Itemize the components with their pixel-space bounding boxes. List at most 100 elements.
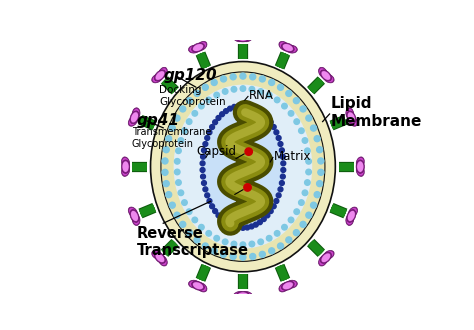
- Circle shape: [203, 187, 208, 192]
- Text: Reverse
Transcriptase: Reverse Transcriptase: [137, 226, 249, 258]
- Circle shape: [202, 243, 208, 249]
- Circle shape: [293, 98, 300, 104]
- Ellipse shape: [161, 72, 325, 261]
- Ellipse shape: [237, 35, 248, 41]
- Circle shape: [186, 209, 192, 215]
- Ellipse shape: [279, 283, 289, 292]
- Circle shape: [219, 112, 225, 116]
- Circle shape: [210, 204, 215, 209]
- Circle shape: [192, 111, 198, 116]
- Ellipse shape: [325, 75, 333, 82]
- Circle shape: [310, 125, 317, 131]
- Circle shape: [176, 180, 181, 185]
- Ellipse shape: [282, 43, 294, 52]
- Circle shape: [214, 92, 219, 98]
- Circle shape: [278, 142, 283, 147]
- Circle shape: [206, 97, 211, 103]
- Circle shape: [271, 125, 276, 129]
- Circle shape: [207, 130, 212, 135]
- Ellipse shape: [193, 44, 203, 51]
- Circle shape: [249, 224, 254, 229]
- Circle shape: [180, 106, 186, 112]
- Circle shape: [257, 220, 262, 225]
- Circle shape: [293, 230, 300, 236]
- Ellipse shape: [122, 166, 129, 176]
- Circle shape: [288, 111, 294, 116]
- Ellipse shape: [236, 291, 250, 300]
- Circle shape: [271, 204, 276, 209]
- Circle shape: [257, 109, 262, 114]
- Circle shape: [310, 202, 317, 208]
- Circle shape: [211, 248, 217, 254]
- Ellipse shape: [131, 211, 138, 221]
- Circle shape: [305, 180, 310, 185]
- Ellipse shape: [357, 158, 364, 167]
- Ellipse shape: [198, 42, 206, 50]
- Circle shape: [220, 251, 227, 257]
- Ellipse shape: [197, 283, 207, 292]
- Circle shape: [231, 86, 237, 92]
- Circle shape: [244, 184, 251, 191]
- Circle shape: [214, 236, 219, 241]
- Circle shape: [240, 242, 246, 248]
- Text: gp41: gp41: [137, 113, 180, 128]
- Ellipse shape: [128, 116, 137, 126]
- Ellipse shape: [243, 292, 252, 299]
- Text: Lipid
Membrane: Lipid Membrane: [331, 96, 422, 129]
- Ellipse shape: [346, 215, 353, 224]
- Circle shape: [211, 80, 217, 85]
- Circle shape: [286, 237, 292, 243]
- Circle shape: [216, 213, 221, 218]
- Circle shape: [317, 147, 323, 153]
- Ellipse shape: [133, 109, 139, 118]
- Ellipse shape: [121, 157, 129, 168]
- Circle shape: [249, 86, 255, 92]
- Circle shape: [314, 192, 320, 198]
- Ellipse shape: [286, 280, 297, 288]
- Circle shape: [302, 190, 308, 196]
- Circle shape: [182, 128, 187, 134]
- Circle shape: [205, 193, 210, 198]
- Ellipse shape: [153, 75, 161, 82]
- Circle shape: [259, 251, 265, 257]
- Ellipse shape: [190, 46, 199, 52]
- Ellipse shape: [319, 255, 328, 266]
- Ellipse shape: [319, 68, 327, 77]
- Ellipse shape: [193, 282, 203, 289]
- Ellipse shape: [348, 116, 357, 126]
- Circle shape: [278, 187, 283, 192]
- Ellipse shape: [191, 281, 204, 290]
- Ellipse shape: [287, 46, 296, 52]
- Circle shape: [261, 217, 266, 221]
- Ellipse shape: [132, 108, 140, 119]
- Circle shape: [203, 142, 208, 147]
- Ellipse shape: [131, 112, 138, 122]
- Circle shape: [163, 147, 169, 153]
- Ellipse shape: [357, 161, 364, 172]
- Circle shape: [274, 199, 279, 203]
- Circle shape: [266, 236, 272, 241]
- Ellipse shape: [348, 207, 357, 217]
- Ellipse shape: [152, 250, 162, 259]
- Circle shape: [306, 115, 312, 121]
- Ellipse shape: [324, 250, 334, 259]
- Circle shape: [174, 212, 180, 218]
- Ellipse shape: [346, 108, 354, 119]
- Circle shape: [182, 200, 187, 205]
- Circle shape: [300, 221, 306, 227]
- Circle shape: [230, 253, 236, 259]
- Circle shape: [265, 213, 270, 218]
- Circle shape: [258, 89, 264, 94]
- Ellipse shape: [132, 214, 140, 225]
- Ellipse shape: [280, 283, 288, 291]
- Ellipse shape: [198, 283, 206, 291]
- Ellipse shape: [159, 68, 166, 77]
- Circle shape: [201, 154, 205, 159]
- Circle shape: [276, 193, 281, 198]
- Ellipse shape: [325, 251, 333, 258]
- Circle shape: [288, 217, 294, 223]
- Ellipse shape: [191, 43, 204, 52]
- Ellipse shape: [348, 211, 355, 221]
- Circle shape: [318, 158, 324, 164]
- Circle shape: [220, 76, 227, 82]
